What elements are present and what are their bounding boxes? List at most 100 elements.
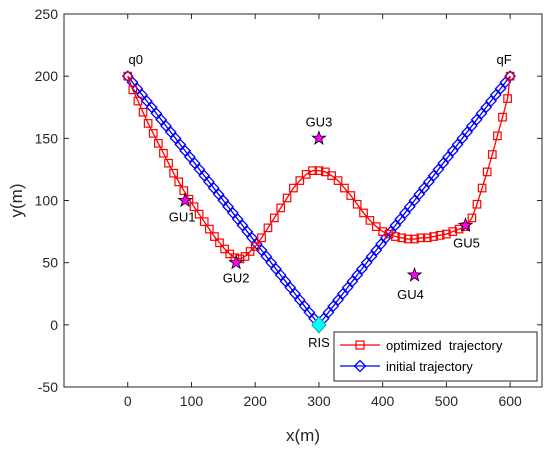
data-point-initial [470,113,483,126]
data-point-initial [475,107,488,120]
data-point-optimized [308,166,317,176]
data-point-initial [413,188,426,201]
data-point-initial [203,175,215,188]
data-point-initial [284,281,297,294]
data-point-optimized [435,230,445,240]
data-point-initial [351,269,364,282]
data-point-initial [394,213,407,226]
data-point-optimized [352,199,362,209]
data-point-optimized [477,183,487,193]
data-point-optimized [250,242,260,251]
data-point-initial [485,95,497,107]
data-point-optimized [416,233,426,243]
data-point-initial [336,287,349,300]
data-point-optimized [391,232,400,241]
points-layer: GU1 GU2 GU3 GU4 GU5 RIS [169,114,480,350]
data-point-optimized [340,183,349,193]
data-point-optimized [487,150,497,159]
data-point-optimized [220,244,229,254]
data-point-optimized [403,234,413,244]
annotation-qf: qF [497,52,512,67]
data-point-initial [322,306,335,319]
star-marker [228,254,244,270]
data-point-initial [131,82,144,95]
data-point-initial [437,157,450,170]
data-point-optimized [365,216,375,225]
data-point-initial [422,175,435,188]
data-point-initial [399,207,411,219]
data-point-initial [150,107,163,120]
data-point-initial [494,82,507,95]
point-gu1: GU1 [169,192,195,225]
data-point-initial [389,219,402,232]
data-point-initial [465,119,478,132]
ris-marker [311,316,327,334]
point-gu3: GU3 [306,114,332,145]
point-gu4: GU4 [397,266,424,302]
annotation-q0: q0 [128,52,142,67]
annotation-layer: q0 qF [128,52,511,67]
data-point-initial [274,269,287,282]
x-tick-label: 400 [371,393,395,409]
data-point-initial [499,76,512,89]
data-point-initial [446,144,459,157]
data-point-optimized [442,229,451,239]
data-point-optimized [397,233,407,243]
data-point-optimized [289,183,298,193]
data-point-optimized [143,119,153,128]
plot-area [64,14,542,387]
star-marker [311,130,327,145]
data-point-initial [260,250,273,263]
legend-entry-initial: initial trajectory [386,359,473,374]
x-tick-label: 500 [435,393,459,409]
data-point-initial [140,95,153,107]
data-point-initial [375,238,387,250]
data-point-initial [480,101,493,114]
data-point-optimized [148,129,158,138]
data-point-initial [193,163,206,176]
data-point-initial [179,144,192,157]
y-tick-label: 0 [50,317,58,333]
x-tick-label: 100 [180,393,204,409]
data-point-initial [427,169,440,182]
data-point-optimized [240,252,250,261]
point-label: GU5 [453,235,480,250]
data-point-initial [418,182,431,194]
data-point-initial [403,200,416,213]
data-point-initial [408,194,421,207]
data-point-initial [332,294,344,306]
y-tick-label: 50 [42,255,58,271]
data-point-initial [341,281,354,294]
data-point-optimized [199,217,209,226]
data-point-optimized [371,222,381,231]
data-point-initial [188,157,201,170]
data-point-optimized [282,193,292,203]
point-ris: RIS [308,316,330,350]
star-marker [406,266,423,282]
data-point-optimized [133,96,143,106]
data-point-optimized [429,232,439,241]
data-point-optimized [333,176,343,185]
data-point-initial [461,126,474,139]
data-point-optimized [245,247,255,256]
data-point-optimized [493,131,502,141]
data-point-initial [265,256,278,269]
data-point-initial [155,113,168,126]
data-point-optimized [210,232,219,241]
data-point-initial [327,300,340,313]
data-point-optimized [314,166,324,176]
data-point-initial [303,306,316,319]
data-point-initial [269,262,282,275]
data-point-initial [169,132,182,145]
data-point-optimized [327,171,337,180]
data-point-initial [222,200,235,213]
data-point-initial [145,101,158,114]
data-point-optimized [189,202,199,212]
data-point-initial [207,182,220,194]
data-point-initial [379,231,392,244]
data-point-optimized [448,227,458,236]
data-point-initial [241,225,254,238]
data-point-initial [236,219,249,232]
data-point-optimized [257,233,266,243]
data-point-initial [279,275,292,288]
